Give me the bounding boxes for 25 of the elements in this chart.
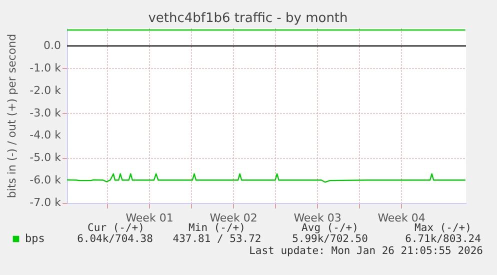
y-tick-label: 0.0 bbox=[44, 38, 61, 52]
line-series bbox=[67, 173, 466, 183]
text: Cur (-/+) bbox=[88, 222, 144, 234]
y-tick-label: -1.0 k bbox=[30, 61, 62, 74]
y-tick-label: -3.0 k bbox=[30, 106, 62, 120]
text: 5.99k/702.50 bbox=[292, 233, 368, 245]
y-axis-title: bits in (-) / out (+) per second bbox=[6, 34, 18, 198]
chart-title: vethc4bf1b6 traffic - by month bbox=[148, 11, 348, 26]
x-tick-label: Week 03 bbox=[294, 212, 342, 224]
text: 437.81 / 53.72 bbox=[172, 233, 262, 245]
y-tick-label: -4.0 k bbox=[30, 128, 62, 142]
y-tick-label: -6.0 k bbox=[30, 174, 62, 187]
text: 6.04k/704.38 bbox=[77, 233, 153, 245]
text: 6.71k/803.24 bbox=[405, 233, 481, 245]
text: Avg (-/+) bbox=[302, 222, 358, 234]
text: Last update: Mon Jan 26 21:05:55 2026 bbox=[249, 245, 483, 257]
legend-label: bps bbox=[25, 232, 45, 245]
y-tick-label: -7.0 k bbox=[30, 196, 62, 209]
y-tick-label: -2.0 k bbox=[30, 84, 62, 97]
x-tick-label: Week 02 bbox=[210, 212, 258, 224]
y-tick-label: -5.0 k bbox=[30, 151, 62, 164]
text: Max (-/+) bbox=[414, 222, 472, 234]
x-tick-label: Week 01 bbox=[126, 212, 174, 224]
text: Min (-/+) bbox=[188, 222, 246, 234]
x-tick-label: Week 04 bbox=[378, 212, 426, 224]
